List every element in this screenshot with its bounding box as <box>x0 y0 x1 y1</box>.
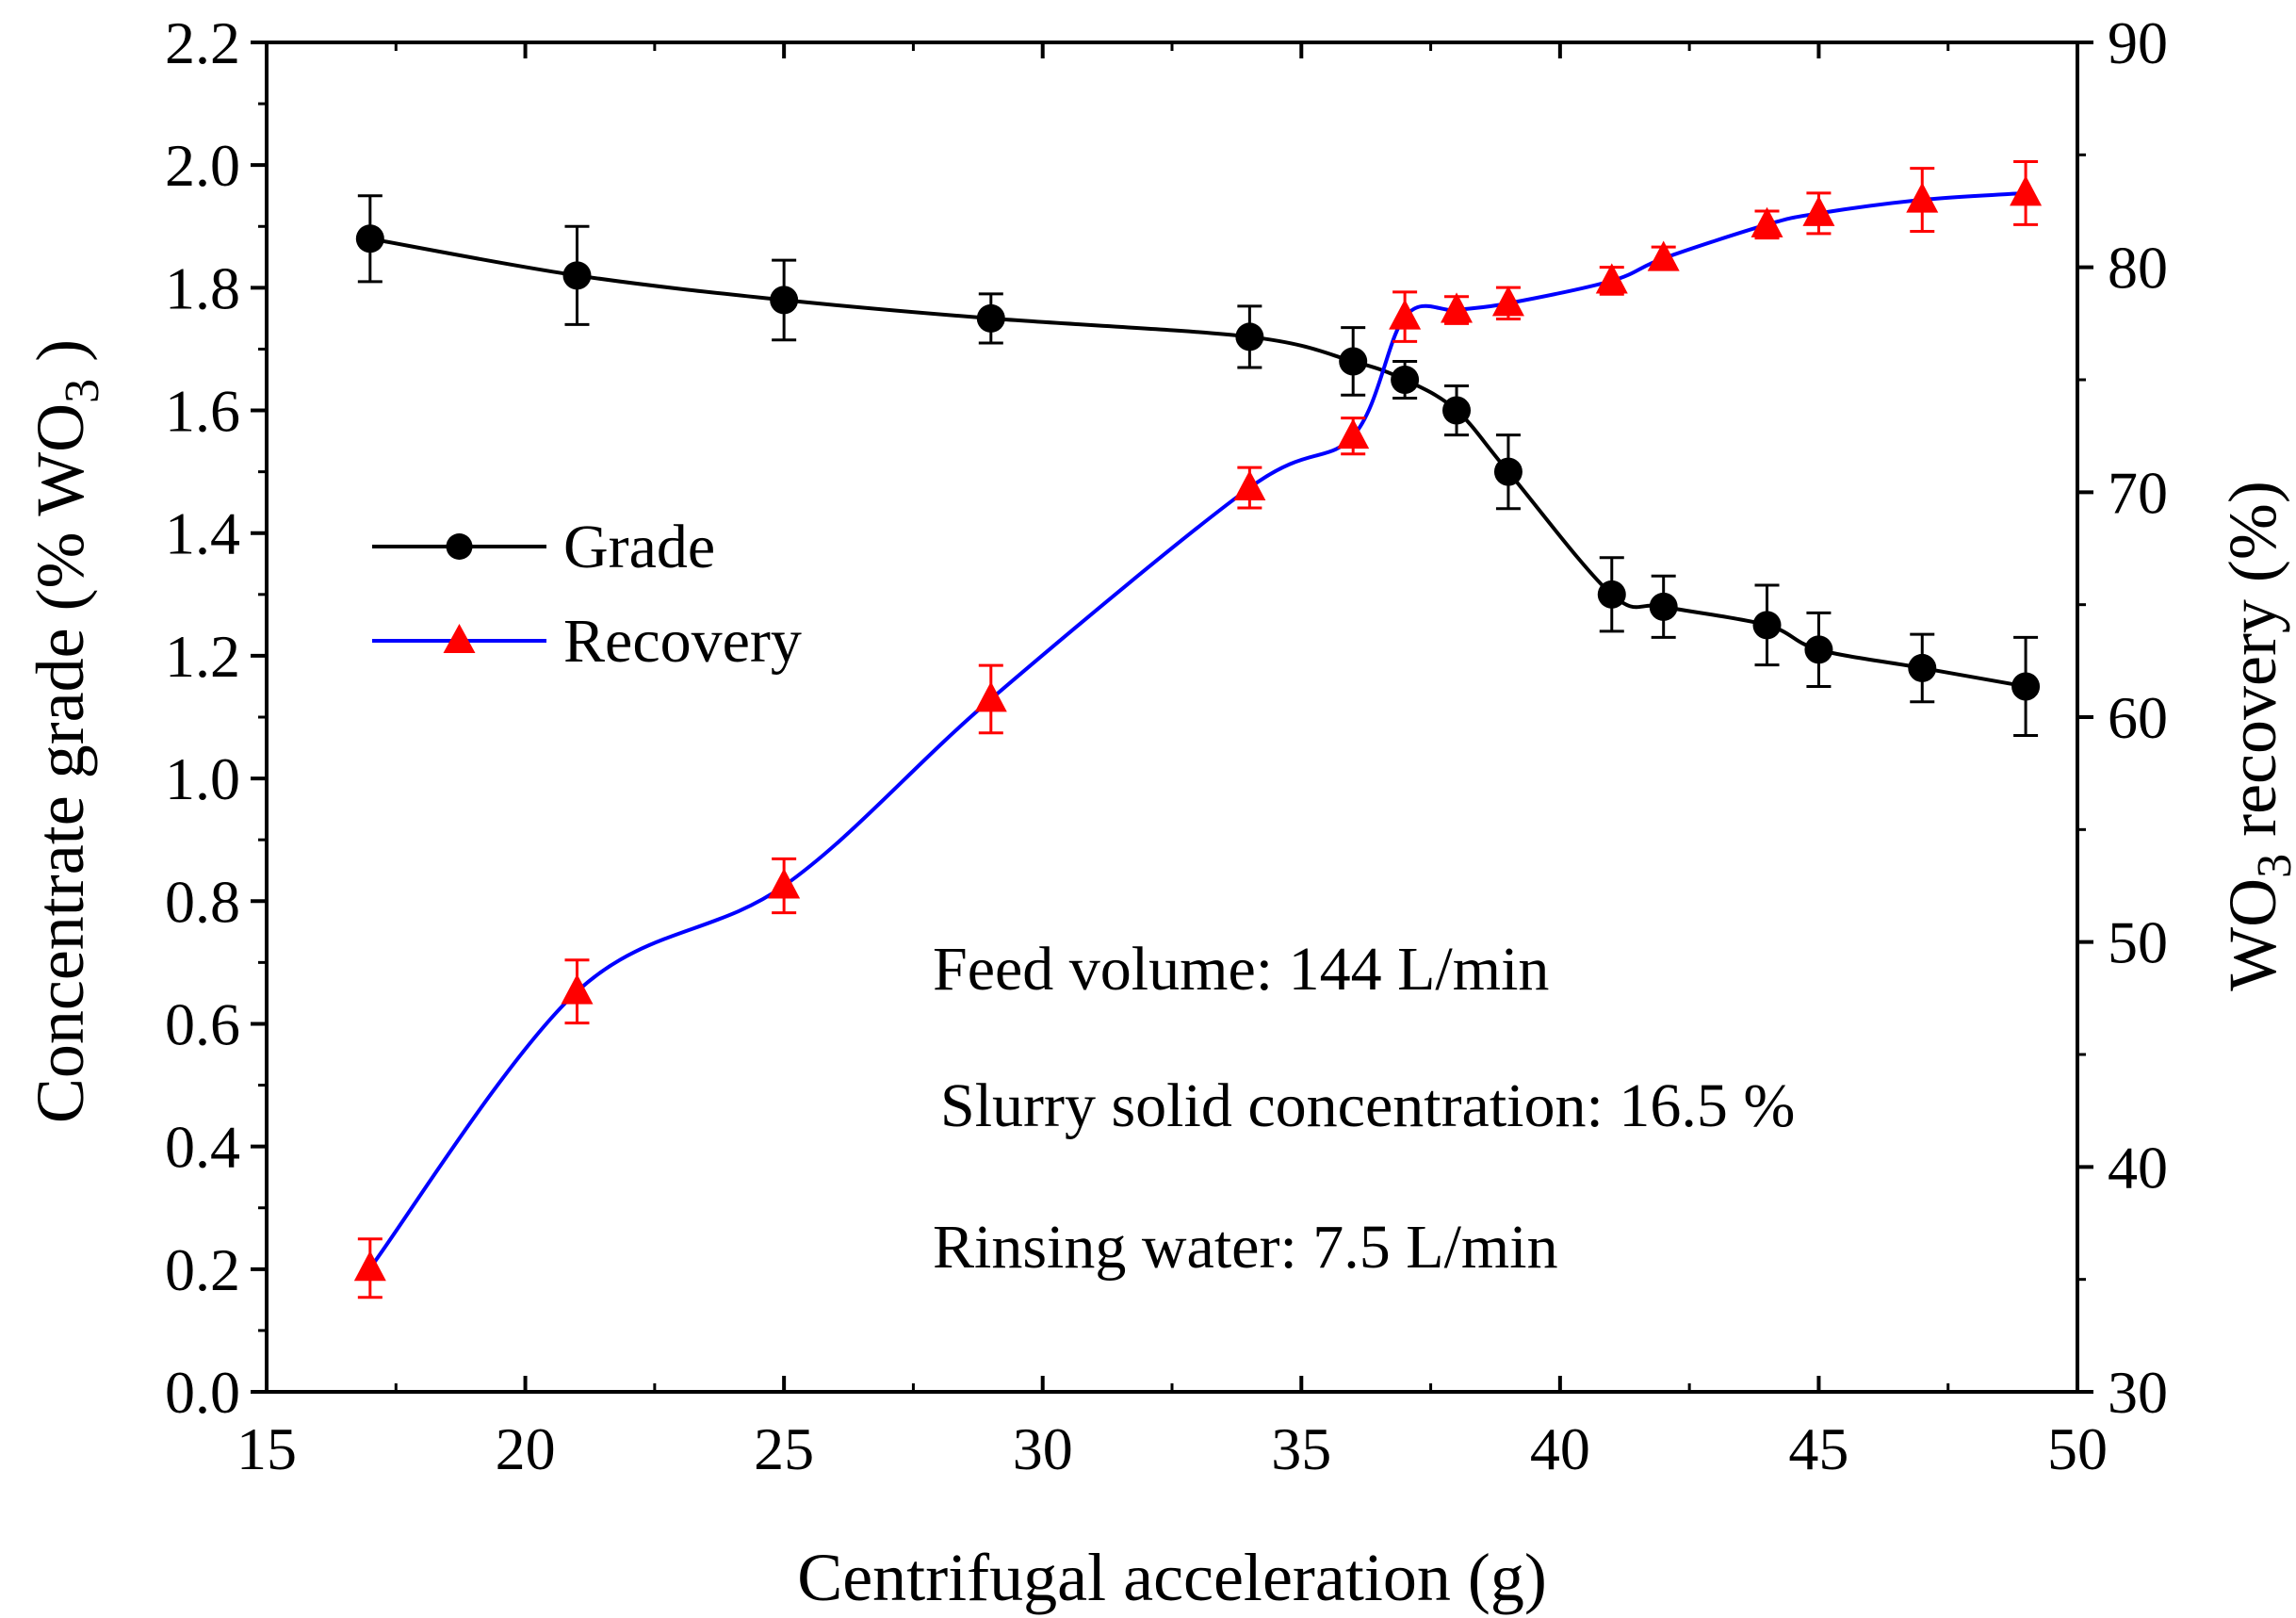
recovery-point <box>1337 418 1370 449</box>
x-tick-label: 40 <box>1530 1415 1590 1482</box>
y-tick-label: 0.4 <box>165 1114 240 1181</box>
y-tick-label: 1.4 <box>165 500 240 567</box>
recovery-point <box>768 868 801 899</box>
grade-point <box>1339 347 1368 376</box>
annotation-rinsing-water: Rinsing water: 7.5 L/min <box>933 1213 1558 1282</box>
grade-point <box>1804 635 1833 664</box>
recovery-point <box>1233 469 1266 501</box>
y2-tick-label: 40 <box>2108 1134 2168 1201</box>
y-tick-label: 0.6 <box>165 990 240 1057</box>
y-tick-label: 1.0 <box>165 745 240 812</box>
y-tick-label: 1.6 <box>165 378 240 445</box>
y-axis-title-tail: ) <box>23 339 98 379</box>
grade-point <box>1908 653 1937 682</box>
recovery-point <box>1906 182 1939 213</box>
tick-labels: 15 20 25 30 35 40 45 50 0.0 0.2 0.4 0.6 0.8 1.0 1.2 1.4… <box>165 9 2168 1482</box>
recovery-point <box>1595 263 1628 294</box>
y-tick-label: 0.0 <box>165 1359 240 1426</box>
y2-axis-title: WO3 recovery (%) <box>2215 481 2296 991</box>
y2-tick-label: 50 <box>2108 909 2168 976</box>
legend-grade-marker <box>446 533 473 560</box>
plot-frame <box>265 41 2079 1394</box>
annotation-slurry-concentration: Slurry solid concentration: 16.5 % <box>940 1071 1795 1140</box>
grade-point <box>1493 457 1523 486</box>
grade-point <box>2011 672 2041 701</box>
y-tick-label: 2.2 <box>165 9 240 76</box>
y-tick-label: 1.8 <box>165 254 240 321</box>
y2-axis-title-tail: recovery (%) <box>2215 481 2290 854</box>
x-tick-label: 45 <box>1788 1415 1848 1482</box>
annotations: Feed volume: 144 L/min Slurry solid conc… <box>933 935 1795 1282</box>
grade-point <box>1597 580 1626 609</box>
y2-tick-label: 90 <box>2108 9 2168 76</box>
y-tick-label: 0.2 <box>165 1236 240 1303</box>
grade-point <box>976 303 1005 333</box>
grade-point <box>355 224 384 253</box>
x-tick-label: 15 <box>236 1415 297 1482</box>
y-tick-label: 1.2 <box>165 623 240 690</box>
grade-point <box>562 261 592 290</box>
data-markers <box>353 175 2043 1282</box>
recovery-point <box>2010 175 2043 206</box>
x-tick-label: 20 <box>496 1415 556 1482</box>
y2-tick-label: 60 <box>2108 684 2168 751</box>
x-axis-title: Centrifugal acceleration (g) <box>797 1540 1547 1615</box>
grade-point <box>1649 592 1678 621</box>
grade-point <box>1235 322 1264 351</box>
recovery-point <box>1441 292 1474 323</box>
recovery-point <box>1389 299 1422 330</box>
recovery-point <box>1750 206 1783 237</box>
recovery-point <box>974 681 1007 712</box>
y-tick-label: 2.0 <box>165 132 240 199</box>
y-tick-label: 0.8 <box>165 868 240 935</box>
recovery-point <box>1802 195 1835 226</box>
legend-grade-label: Grade <box>563 513 715 581</box>
y-axis-title-main: Concentrate grade (% WO <box>23 403 98 1123</box>
grade-point <box>1752 611 1782 640</box>
x-tick-label: 25 <box>754 1415 814 1482</box>
recovery-point <box>561 973 594 1005</box>
grade-point <box>770 286 799 315</box>
x-tick-label: 30 <box>1013 1415 1073 1482</box>
recovery-point <box>1491 286 1524 317</box>
legend: Grade Recovery <box>372 513 802 676</box>
y2-axis-title-subscript: 3 <box>2248 854 2296 878</box>
x-tick-label: 50 <box>2047 1415 2108 1482</box>
y2-tick-label: 80 <box>2108 235 2168 302</box>
recovery-point <box>1647 240 1680 271</box>
grade-point <box>1391 366 1420 394</box>
y-axis-title: Concentrate grade (% WO3 ) <box>23 339 109 1123</box>
recovery-point <box>353 1250 386 1282</box>
legend-recovery-label: Recovery <box>563 607 802 676</box>
y2-tick-label: 30 <box>2108 1359 2168 1426</box>
legend-recovery-marker <box>443 624 476 653</box>
y2-axis-title-main: WO <box>2215 878 2290 991</box>
y2-tick-label: 70 <box>2108 459 2168 526</box>
annotation-feed-volume: Feed volume: 144 L/min <box>933 935 1549 1004</box>
y-axis-title-subscript: 3 <box>56 379 109 403</box>
x-tick-label: 35 <box>1271 1415 1331 1482</box>
grade-point <box>1442 396 1472 425</box>
